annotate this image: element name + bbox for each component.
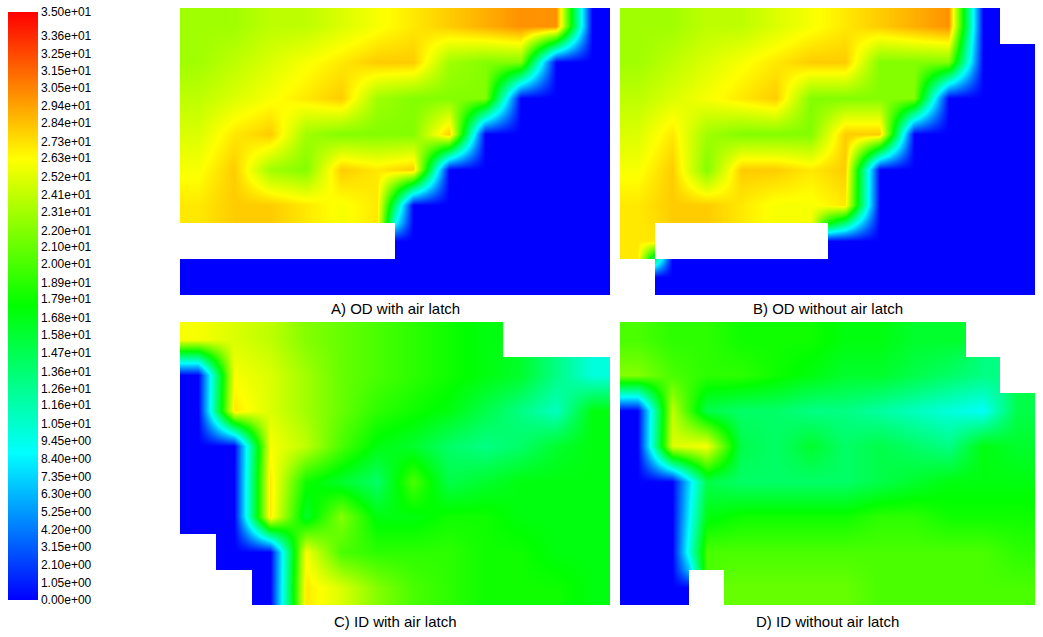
svg-text:1.05e+00: 1.05e+00 <box>41 576 92 590</box>
svg-text:2.94e+01: 2.94e+01 <box>41 99 92 113</box>
svg-text:0.00e+00: 0.00e+00 <box>41 593 92 607</box>
svg-text:2.84e+01: 2.84e+01 <box>41 116 92 130</box>
svg-text:C) ID with air latch: C) ID with air latch <box>334 613 457 630</box>
svg-text:6.30e+00: 6.30e+00 <box>41 487 92 501</box>
svg-text:4.20e+00: 4.20e+00 <box>41 523 92 537</box>
svg-text:1.36e+01: 1.36e+01 <box>41 365 92 379</box>
svg-text:D) ID without air latch: D) ID without air latch <box>756 613 899 630</box>
svg-text:9.45e+00: 9.45e+00 <box>41 434 92 448</box>
svg-text:1.05e+01: 1.05e+01 <box>41 417 92 431</box>
svg-text:2.73e+01: 2.73e+01 <box>41 135 92 149</box>
svg-text:1.47e+01: 1.47e+01 <box>41 346 92 360</box>
svg-text:7.35e+00: 7.35e+00 <box>41 470 92 484</box>
svg-text:2.10e+00: 2.10e+00 <box>41 558 92 572</box>
svg-text:1.79e+01: 1.79e+01 <box>41 292 92 306</box>
svg-text:2.00e+01: 2.00e+01 <box>41 257 92 271</box>
svg-text:5.25e+00: 5.25e+00 <box>41 505 92 519</box>
svg-text:1.58e+01: 1.58e+01 <box>41 328 92 342</box>
svg-text:2.10e+01: 2.10e+01 <box>41 240 92 254</box>
svg-text:1.26e+01: 1.26e+01 <box>41 382 92 396</box>
svg-text:3.50e+01: 3.50e+01 <box>41 5 92 19</box>
svg-text:3.25e+01: 3.25e+01 <box>41 47 92 61</box>
svg-text:3.15e+00: 3.15e+00 <box>41 540 92 554</box>
svg-text:2.41e+01: 2.41e+01 <box>41 188 92 202</box>
svg-text:2.52e+01: 2.52e+01 <box>41 170 92 184</box>
svg-text:3.15e+01: 3.15e+01 <box>41 64 92 78</box>
svg-text:3.05e+01: 3.05e+01 <box>41 81 92 95</box>
svg-text:3.36e+01: 3.36e+01 <box>41 29 92 43</box>
svg-text:1.68e+01: 1.68e+01 <box>41 311 92 325</box>
svg-text:8.40e+00: 8.40e+00 <box>41 452 92 466</box>
svg-text:2.63e+01: 2.63e+01 <box>41 151 92 165</box>
svg-text:1.16e+01: 1.16e+01 <box>41 398 92 412</box>
svg-text:2.31e+01: 2.31e+01 <box>41 205 92 219</box>
svg-text:1.89e+01: 1.89e+01 <box>41 276 92 290</box>
svg-text:A) OD with air latch: A) OD with air latch <box>331 300 460 317</box>
svg-text:B) OD without air latch: B) OD without air latch <box>753 300 903 317</box>
svg-text:2.20e+01: 2.20e+01 <box>41 224 92 238</box>
